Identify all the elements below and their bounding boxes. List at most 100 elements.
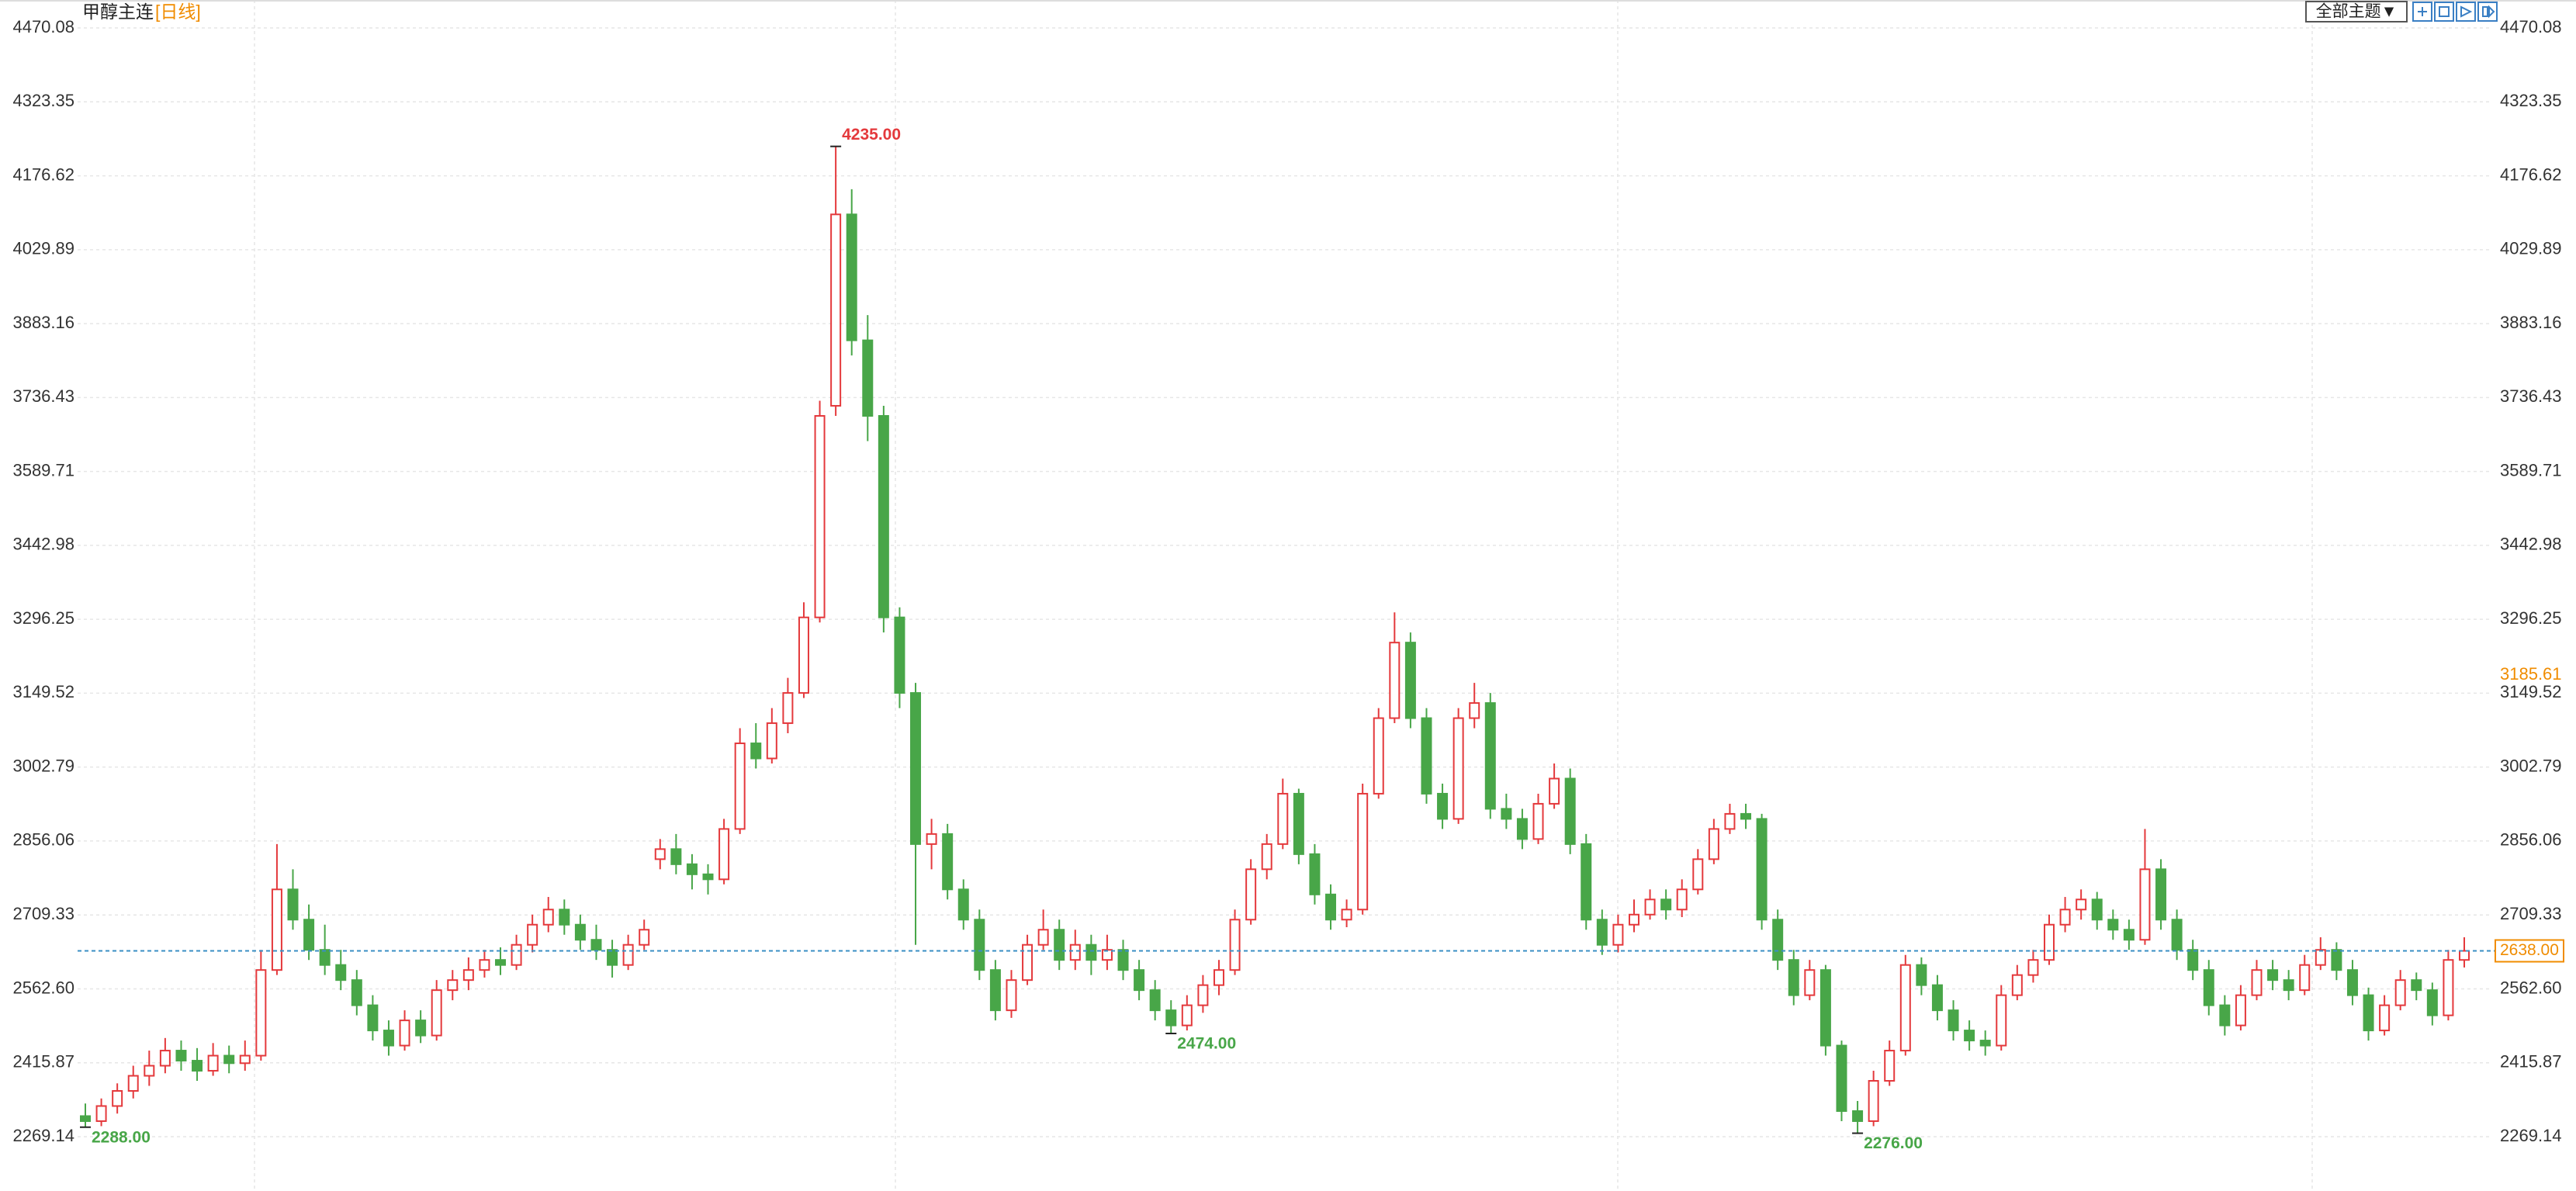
candle-body [2155, 868, 2167, 921]
candle-body [271, 888, 282, 971]
candle-body [894, 616, 905, 694]
y-tick-label-right: 4470.08 [2500, 17, 2562, 36]
y-tick-label: 3149.52 [12, 682, 74, 701]
candle-body [2283, 979, 2294, 992]
candle-body [1421, 717, 1432, 795]
candle-body [2139, 868, 2151, 941]
candle-body [2043, 923, 2055, 961]
candle-body [766, 722, 777, 760]
candle-body [1996, 994, 2007, 1047]
candle-body [2187, 949, 2199, 971]
candle-body [2459, 950, 2470, 961]
y-tick-label-right: 4323.35 [2500, 91, 2562, 110]
candle-body [127, 1075, 139, 1092]
chart-title: 甲醇主连 [82, 2, 154, 22]
theme-button[interactable] [2305, 1, 2408, 23]
candle-body [1628, 913, 1639, 926]
candle-body [750, 743, 762, 760]
candle-body [1612, 923, 1624, 946]
y-tick-label: 3589.71 [12, 460, 74, 480]
candle-body [1549, 777, 1560, 805]
candle-body [1373, 717, 1384, 795]
candle-body [1964, 1030, 1975, 1042]
candle-body [159, 1050, 171, 1067]
candle-body [1293, 792, 1304, 855]
period-label: [日线] [155, 2, 201, 22]
candle-body [1229, 919, 1241, 971]
candle-body [1165, 1009, 1177, 1027]
candle-body [654, 848, 666, 860]
y-tick-label-right: 2562.60 [2500, 978, 2562, 997]
candle-body [2331, 949, 2342, 971]
candle-body [1916, 964, 1927, 986]
candle-body [1437, 792, 1449, 820]
candle-body [1948, 1009, 1959, 1032]
candle-body [2027, 959, 2039, 976]
candle-body [1979, 1040, 1991, 1047]
candle-body [1788, 959, 1799, 996]
candle-body [1596, 919, 1608, 946]
candle-body [1868, 1080, 1879, 1122]
candle-body [2235, 994, 2246, 1027]
candle-body [1309, 853, 1321, 895]
candle-body [1022, 943, 1034, 982]
y-tick-label: 2856.06 [12, 830, 74, 850]
candle-body [1325, 893, 1337, 921]
candle-body [1756, 818, 1768, 921]
candle-body [175, 1050, 187, 1062]
tool-icon[interactable] [2456, 2, 2476, 22]
extreme-label: 2276.00 [1864, 1134, 1923, 1152]
candle-body [335, 964, 347, 982]
candle-body [239, 1054, 251, 1065]
candle-body [2443, 959, 2454, 1016]
candle-body [559, 909, 570, 926]
y-tick-label-right: 2269.14 [2500, 1126, 2562, 1145]
y-tick-label-right: 4176.62 [2500, 164, 2562, 184]
candle-body [1117, 949, 1129, 971]
candle-body [255, 969, 267, 1057]
candle-body [1469, 702, 1480, 719]
extreme-label: 4235.00 [842, 126, 901, 144]
y-tick-label-right: 3589.71 [2500, 460, 2562, 480]
candle-body [686, 863, 698, 875]
candle-body [223, 1054, 235, 1065]
candle-body [1676, 888, 1688, 911]
tool-icon[interactable] [2434, 2, 2454, 22]
candle-body [1740, 812, 1752, 820]
theme-button-label[interactable]: 全部主题▼ [2316, 3, 2398, 21]
y-tick-label-right: 3442.98 [2500, 535, 2562, 554]
candle-body [1037, 929, 1049, 946]
candle-body [1772, 919, 1784, 961]
candle-body [2076, 898, 2087, 911]
candle-body [1452, 717, 1464, 820]
candle-body [1708, 828, 1719, 860]
candle-body [2123, 929, 2135, 941]
candle-body [542, 909, 554, 926]
y-tick-label-right: 3002.79 [2500, 756, 2562, 775]
candle-body [2299, 964, 2311, 992]
candle-body [846, 213, 857, 341]
candle-body [910, 692, 922, 845]
candle-body [1389, 642, 1401, 719]
y-tick-label: 4470.08 [12, 17, 74, 36]
extreme-label: 2288.00 [92, 1128, 151, 1146]
candle-body [702, 873, 714, 881]
candle-body [2346, 969, 2358, 996]
candle-body [1213, 969, 1224, 986]
candle-body [1884, 1050, 1896, 1082]
candle-body [2107, 919, 2119, 931]
candle-body [144, 1065, 155, 1077]
y-tick-label: 4029.89 [12, 239, 74, 258]
candle-body [351, 979, 362, 1006]
candle-body [1245, 868, 1257, 921]
candle-body [207, 1054, 219, 1072]
candle-body [2091, 898, 2103, 921]
candle-body [462, 969, 474, 982]
candle-body [1532, 802, 1544, 840]
candle-body [1484, 702, 1496, 810]
candle-body [1357, 792, 1369, 911]
candle-body [1181, 1004, 1193, 1027]
candle-body [192, 1060, 203, 1072]
candle-body [2219, 1004, 2231, 1027]
candle-body [2394, 979, 2406, 1006]
